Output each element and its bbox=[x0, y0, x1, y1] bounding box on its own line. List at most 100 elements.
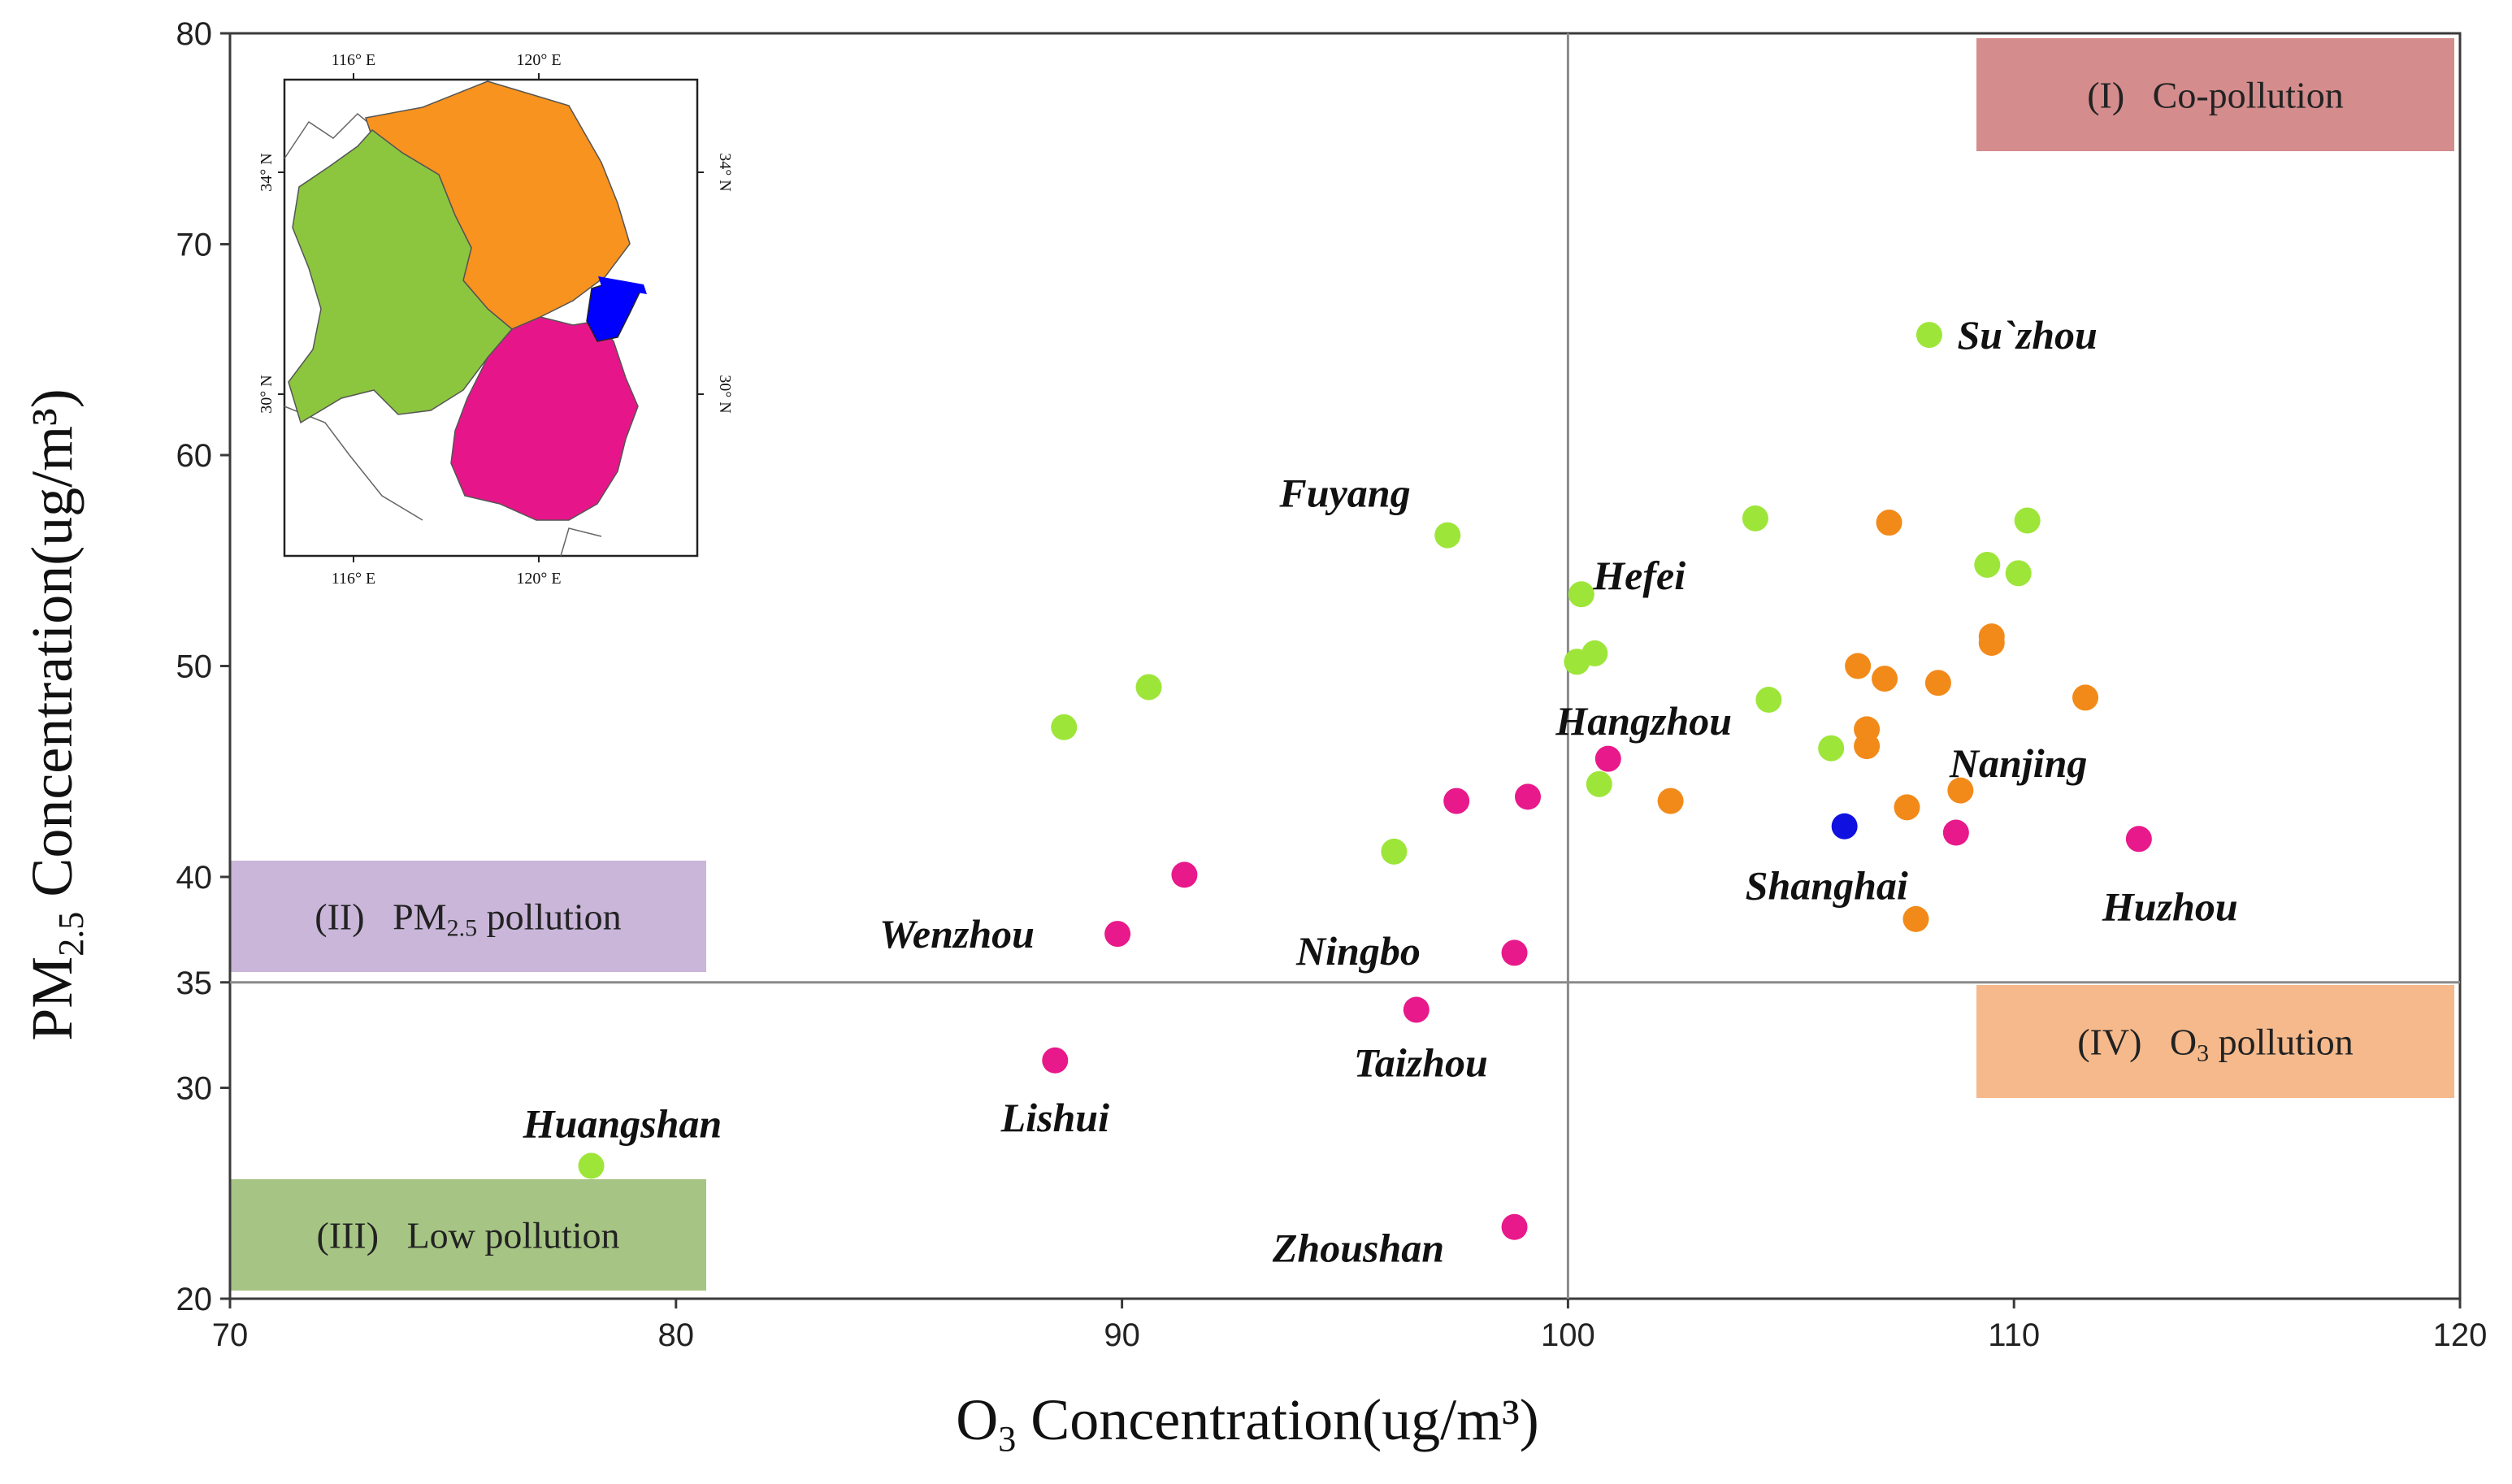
data-point-jiangsu bbox=[1947, 777, 1974, 804]
axis-ticks: 70 80 90 100 110 120 20 30 35 40 50 60 70 80 bbox=[176, 16, 2488, 1353]
y-tick-label: 80 bbox=[176, 16, 213, 52]
data-point-jiangsu bbox=[2072, 684, 2099, 711]
data-point-anhui bbox=[1581, 640, 1608, 666]
map-top-tick-label: 120° E bbox=[516, 51, 561, 69]
quadrant-numeral: (II) bbox=[315, 896, 364, 938]
x-tick-label: 90 bbox=[1104, 1317, 1140, 1353]
map-top-tick-label: 116° E bbox=[332, 51, 375, 69]
x-tick-label: 100 bbox=[1541, 1317, 1595, 1353]
data-point-zhejiang bbox=[1515, 783, 1542, 810]
data-point-shanghai bbox=[1831, 813, 1858, 840]
quadrant-box-o3 bbox=[1976, 985, 2454, 1098]
map-left-tick-label: 30° N bbox=[258, 375, 275, 413]
y-axis-title-subscript: 2.5 bbox=[51, 912, 91, 957]
data-point-anhui bbox=[1915, 322, 1942, 349]
quadrant-numeral: (IV) bbox=[2077, 1022, 2141, 1063]
quadrant-label-pm: (II) PM2.5 pollution bbox=[315, 896, 621, 942]
data-point-jiangsu bbox=[1845, 653, 1872, 679]
quadrant-numeral: (III) bbox=[316, 1215, 379, 1256]
map-island-chongming bbox=[598, 276, 647, 294]
series-anhui bbox=[578, 322, 2041, 1179]
y-axis-title-rest: Concentration(ug/m³) bbox=[20, 388, 85, 911]
city-label: Hangzhou bbox=[1555, 698, 1732, 744]
map-right-tick-label: 34° N bbox=[716, 153, 734, 191]
series-zhejiang bbox=[1042, 745, 2152, 1240]
y-tick-label: 70 bbox=[176, 228, 213, 263]
data-points bbox=[578, 322, 2152, 1240]
inset-map: 116° E 120° E 116° E 120° E 34° N 30° N 34° N 3… bbox=[258, 51, 734, 588]
data-point-anhui bbox=[1818, 735, 1845, 762]
y-tick-label: 40 bbox=[176, 860, 213, 896]
city-label: Su`zhou bbox=[1957, 312, 2097, 358]
y-tick-label: 60 bbox=[176, 438, 213, 474]
quadrant-subscript: 2.5 bbox=[447, 915, 478, 942]
data-point-anhui bbox=[1051, 714, 1078, 740]
data-point-jiangsu bbox=[1894, 794, 1920, 821]
y-axis-title: PM2.5 Concentration(ug/m³) bbox=[20, 388, 91, 1041]
data-point-zhejiang bbox=[1104, 921, 1131, 948]
city-label: Huzhou bbox=[2102, 883, 2238, 929]
data-point-anhui bbox=[1434, 522, 1461, 549]
city-label: Taizhou bbox=[1354, 1039, 1488, 1085]
data-point-jiangsu bbox=[1854, 733, 1881, 760]
x-tick-label: 80 bbox=[658, 1317, 695, 1353]
city-label: Nanjing bbox=[1949, 740, 2088, 786]
quadrant-text: O bbox=[2141, 1022, 2197, 1063]
y-tick-label: 20 bbox=[176, 1282, 213, 1317]
quadrant-tail: pollution bbox=[477, 896, 622, 938]
series-shanghai bbox=[1831, 813, 1858, 840]
map-left-tick-label: 34° N bbox=[258, 153, 275, 191]
data-point-jiangsu bbox=[1876, 510, 1902, 536]
data-point-anhui bbox=[1568, 581, 1594, 608]
data-point-zhejiang bbox=[1443, 788, 1470, 814]
data-point-zhejiang bbox=[1501, 939, 1528, 966]
data-point-jiangsu bbox=[1872, 666, 1898, 692]
data-point-anhui bbox=[1742, 505, 1768, 532]
map-bottom-tick-label: 120° E bbox=[516, 570, 561, 588]
data-point-anhui bbox=[2014, 507, 2041, 534]
data-point-zhejiang bbox=[1042, 1047, 1069, 1074]
map-bottom-tick-label: 116° E bbox=[332, 570, 375, 588]
map-region-zhejiang bbox=[450, 316, 639, 521]
x-axis-title: O3 Concentration(ug/m³) bbox=[956, 1387, 1538, 1459]
data-point-anhui bbox=[2005, 560, 2032, 587]
data-point-zhejiang bbox=[1501, 1213, 1528, 1240]
data-point-zhejiang bbox=[1403, 996, 1430, 1023]
data-point-jiangsu bbox=[1978, 629, 2005, 656]
data-point-jiangsu bbox=[1924, 670, 1951, 696]
city-label: Zhoushan bbox=[1272, 1226, 1444, 1271]
data-point-zhejiang bbox=[1594, 745, 1621, 772]
x-axis-title-subscript: 3 bbox=[998, 1419, 1016, 1459]
x-tick-label: 120 bbox=[2433, 1317, 2488, 1353]
map-right-tick-label: 30° N bbox=[716, 375, 734, 413]
city-label: Hefei bbox=[1592, 553, 1686, 598]
quadrant-subscript: 3 bbox=[2197, 1040, 2209, 1067]
city-label: Fuyang bbox=[1278, 471, 1410, 516]
quadrant-numeral: (I) bbox=[2087, 75, 2124, 116]
axis-titles: O3 Concentration(ug/m³)PM2.5 Concentrati… bbox=[20, 388, 1539, 1459]
series-jiangsu bbox=[1657, 510, 2099, 932]
quadrant-text: Co-pollution bbox=[2124, 75, 2344, 116]
y-axis-title-base: PM bbox=[20, 957, 85, 1041]
x-tick-label: 70 bbox=[212, 1317, 249, 1353]
data-point-anhui bbox=[1974, 551, 2001, 578]
quadrant-label-co: (I) Co-pollution bbox=[2087, 75, 2344, 116]
quadrant-box-pm bbox=[230, 861, 706, 972]
x-axis-title-base: O bbox=[956, 1387, 998, 1452]
data-point-jiangsu bbox=[1902, 905, 1929, 932]
data-point-zhejiang bbox=[1171, 861, 1198, 888]
x-tick-label: 110 bbox=[1988, 1317, 2040, 1353]
quadrant-boxes: (I) Co-pollution (II) PM2.5 pollution (III… bbox=[230, 38, 2454, 1291]
y-tick-label: 50 bbox=[176, 649, 213, 685]
data-point-zhejiang bbox=[1942, 819, 1969, 846]
quadrant-tail: pollution bbox=[2209, 1022, 2354, 1063]
x-axis-title-rest: Concentration(ug/m³) bbox=[1016, 1387, 1538, 1452]
quadrant-label-low: (III) Low pollution bbox=[316, 1215, 619, 1256]
quadrant-text: PM bbox=[365, 896, 447, 938]
data-point-zhejiang bbox=[2125, 826, 2152, 853]
city-label: Huangshan bbox=[523, 1101, 722, 1147]
quadrant-box-low bbox=[230, 1179, 706, 1291]
map-region-anhui bbox=[288, 128, 514, 424]
data-point-anhui bbox=[1755, 687, 1782, 714]
